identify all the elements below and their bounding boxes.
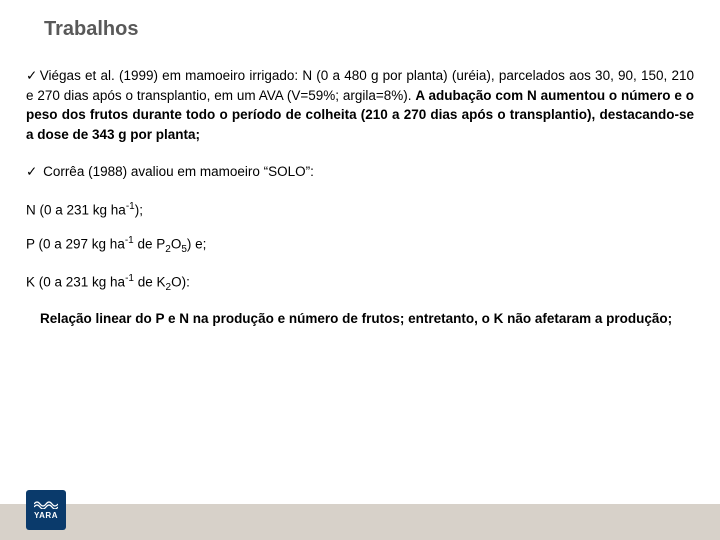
- check-icon: ✓: [26, 68, 38, 83]
- slide-title: Trabalhos: [44, 18, 138, 41]
- n-post: );: [135, 202, 143, 217]
- k-post: ):: [182, 274, 190, 289]
- k-sup: -1: [125, 273, 134, 284]
- line-k: K (0 a 231 kg ha-1 de K2O):: [26, 272, 694, 296]
- para2-text: Corrêa (1988) avaliou em mamoeiro “SOLO”…: [39, 164, 314, 179]
- p-post: ) e;: [187, 236, 207, 251]
- p-mid: de P: [134, 236, 166, 251]
- paragraph-relacao: Relação linear do P e N na produção e nú…: [40, 309, 694, 329]
- line-n: N (0 a 231 kg ha-1);: [26, 200, 694, 220]
- p-o: O: [171, 236, 182, 251]
- check-icon: ✓: [26, 164, 37, 179]
- para3-text: Relação linear do P e N na produção e nú…: [40, 311, 672, 326]
- k-mid: de K: [134, 274, 166, 289]
- wave-icon: [34, 501, 58, 509]
- n-sup: -1: [126, 201, 135, 212]
- paragraph-viegas: ✓Viégas et al. (1999) em mamoeiro irriga…: [26, 66, 694, 144]
- logo-text: YARA: [34, 511, 58, 520]
- p-sup: -1: [125, 235, 134, 246]
- line-p: P (0 a 297 kg ha-1 de P2O5) e;: [26, 234, 694, 258]
- p-pre: P (0 a 297 kg ha: [26, 236, 125, 251]
- k-o: O: [171, 274, 182, 289]
- footer-bar: [0, 504, 720, 540]
- n-pre: N (0 a 231 kg ha: [26, 202, 126, 217]
- paragraph-correa: ✓ Corrêa (1988) avaliou em mamoeiro “SOL…: [26, 162, 694, 182]
- k-pre: K (0 a 231 kg ha: [26, 274, 125, 289]
- yara-logo: YARA: [26, 490, 66, 530]
- slide-body: ✓Viégas et al. (1999) em mamoeiro irriga…: [26, 66, 694, 347]
- logo-box: YARA: [26, 490, 66, 530]
